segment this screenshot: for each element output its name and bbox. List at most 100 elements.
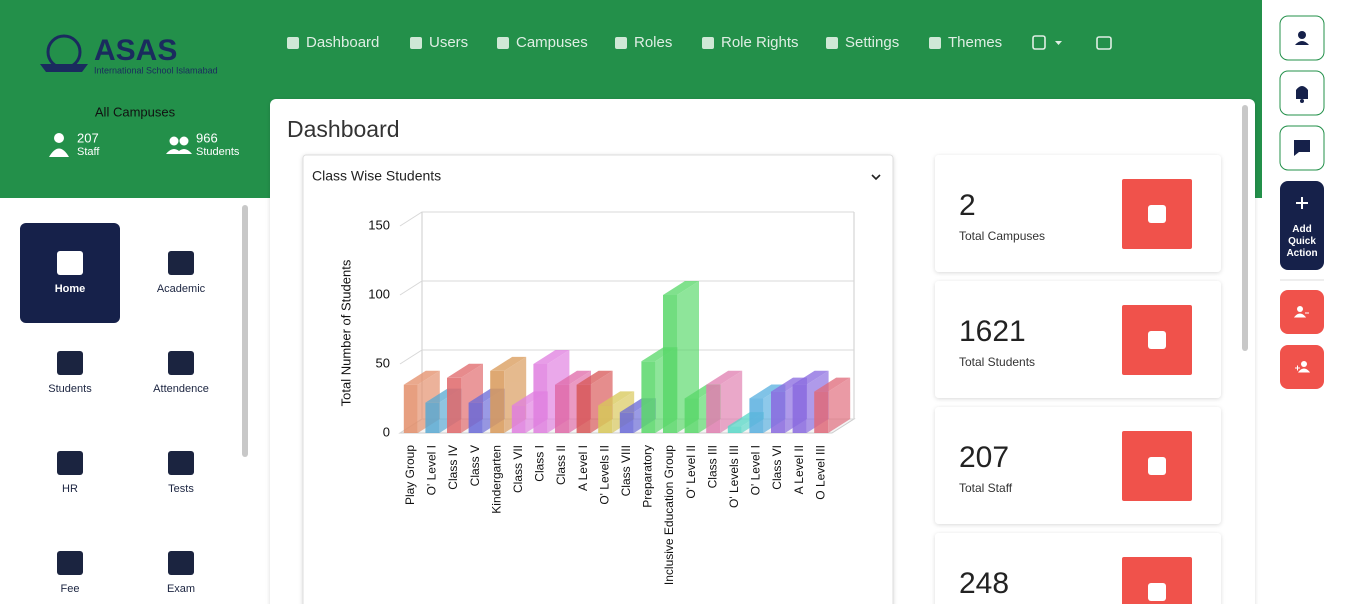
nav-item[interactable]: Settings (826, 34, 899, 51)
x-tick-label: O' Level II (684, 445, 698, 499)
sidebar-item[interactable]: HR (57, 451, 83, 495)
bar-top (792, 370, 829, 385)
sidebar-item[interactable]: Academic (157, 251, 206, 295)
nav-item[interactable]: Dashboard (287, 34, 379, 51)
sidebar-item[interactable]: Exam (167, 551, 195, 595)
nav-icon (615, 37, 627, 49)
x-tick-label: O Level III (813, 445, 827, 500)
sidebar-icon (57, 551, 83, 575)
students-label: Students (196, 146, 240, 158)
add-user-button[interactable] (1280, 290, 1324, 334)
stat-value: 1621 (959, 315, 1026, 348)
add-staff-button[interactable] (1280, 345, 1324, 389)
stat-value: 248 (959, 567, 1009, 600)
stat-label: Total Staff (959, 481, 1013, 495)
nav-layout-icon[interactable] (1096, 36, 1112, 50)
quick-action-label[interactable]: Add Quick Action (1286, 224, 1318, 259)
y-tick-label: 150 (368, 217, 390, 232)
x-tick-label: Class VII (511, 445, 525, 493)
stat-label: Total Campuses (959, 229, 1045, 243)
nav-item[interactable]: Campuses (497, 34, 588, 51)
y-tick-label: 50 (376, 355, 390, 370)
y-tick-label: 100 (368, 286, 390, 301)
stat-icon (1148, 205, 1166, 223)
bar-front (792, 384, 807, 433)
x-tick-label: A Level II (792, 445, 806, 494)
sidebar-icon (57, 351, 83, 375)
bar (447, 363, 483, 433)
bar-front (771, 391, 785, 433)
bar-front (533, 364, 548, 433)
sidebar-label: Tests (168, 483, 194, 495)
nav-label: Dashboard (306, 34, 379, 51)
stat-icon (1148, 457, 1166, 475)
nav-label: Settings (845, 34, 899, 51)
sidebar-item[interactable]: Attendence (153, 351, 209, 395)
x-tick-label: Kindergarten (489, 445, 503, 514)
top-nav: Dashboard Users Campuses Roles Role Rights Se… (287, 34, 1112, 51)
sidebar-label: Exam (167, 583, 195, 595)
sidebar-scrollbar[interactable] (242, 205, 248, 457)
grid-line (399, 280, 854, 296)
bar (814, 377, 851, 433)
nav-label: Campuses (516, 34, 588, 51)
nav-dropdown[interactable] (1055, 41, 1062, 45)
bar-top (576, 370, 613, 385)
bar-front (727, 426, 742, 433)
sidebar-item[interactable]: Tests (168, 451, 194, 495)
bar-front (468, 402, 483, 433)
stat-value: 207 (959, 441, 1009, 474)
nav-tasks-icon[interactable] (1032, 35, 1046, 50)
sidebar-item[interactable]: Students (48, 351, 92, 395)
stat-card: 248 (935, 533, 1221, 604)
bar-front (576, 384, 591, 433)
quick-action-button[interactable] (1280, 181, 1324, 270)
stat-label: Total Students (959, 355, 1035, 369)
sidebar-label: Academic (157, 283, 206, 295)
stat-card: 2 Total Campuses (935, 155, 1221, 272)
sidebar-item[interactable]: Fee (57, 551, 83, 595)
sidebar-label: Fee (61, 583, 80, 595)
bar-front (447, 377, 461, 433)
bar-top (771, 377, 807, 392)
nav-icon (410, 37, 422, 49)
staff-icon (49, 133, 69, 157)
nav-icon (929, 37, 941, 49)
chart-title: Class Wise Students (312, 168, 441, 184)
main-scrollbar[interactable] (1242, 105, 1248, 351)
grid-line (399, 211, 854, 227)
stat-icon-box (1122, 557, 1192, 604)
x-tick-label: O' Levels III (727, 445, 741, 508)
nav-item[interactable]: Role Rights (702, 34, 799, 51)
nav-icon (497, 37, 509, 49)
bar-top (663, 281, 699, 295)
x-tick-label: Play Group (403, 445, 417, 505)
nav-label: Themes (948, 34, 1002, 51)
sidebar-icon (57, 251, 83, 275)
nav-item[interactable]: Roles (615, 34, 672, 51)
bar-top (555, 370, 591, 385)
campus-title: All Campuses (95, 104, 176, 119)
logo-title: ASAS (94, 34, 177, 67)
bar-front (641, 361, 656, 433)
bar-front (619, 412, 634, 433)
y-tick-label: 0 (383, 424, 390, 439)
sidebar-label: Home (55, 283, 86, 295)
sidebar-label: Students (48, 383, 92, 395)
x-tick-label: Inclusive Education Group (662, 445, 676, 585)
bar-front (511, 405, 526, 433)
page-title: Dashboard (287, 116, 400, 142)
nav-label: Role Rights (721, 34, 799, 51)
nav-item[interactable]: Users (410, 34, 468, 51)
bar-top (533, 350, 570, 364)
chart-collapse[interactable] (871, 174, 881, 181)
logo-subtitle: International School Islamabad (94, 65, 218, 75)
sidebar-icon (168, 251, 194, 275)
bar-top (706, 370, 743, 385)
sidebar-label: Attendence (153, 383, 209, 395)
bar-top (447, 363, 483, 378)
nav-item[interactable]: Themes (929, 34, 1002, 51)
sidebar-item[interactable]: Home (20, 223, 120, 323)
nav-icon (826, 37, 838, 49)
